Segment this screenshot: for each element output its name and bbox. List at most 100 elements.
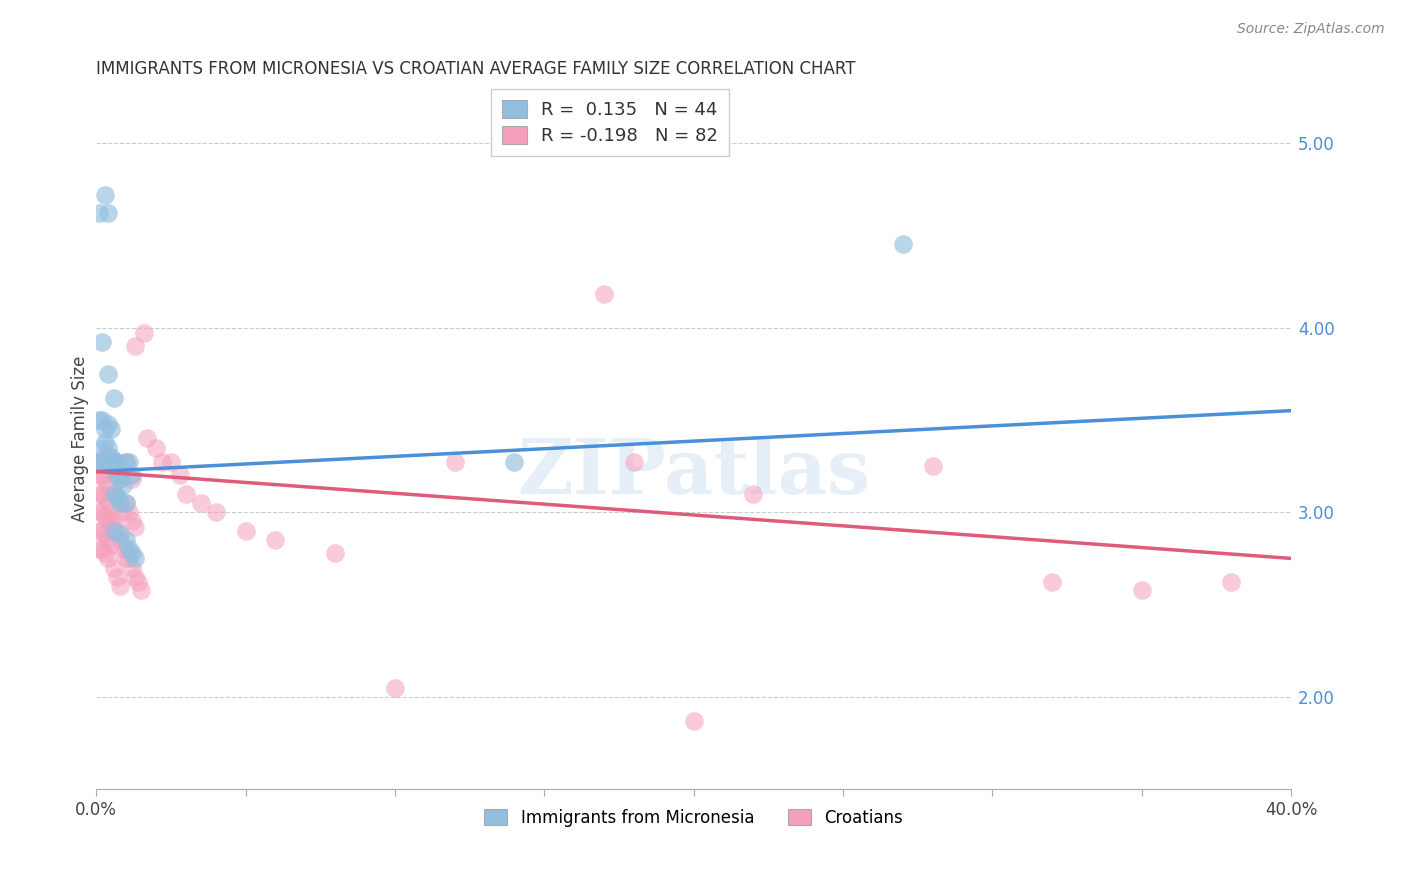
- Point: [105, 455, 128, 469]
- Point: [94, 546, 117, 560]
- Y-axis label: Average Family Size: Average Family Size: [72, 355, 89, 522]
- Point: [115, 542, 138, 557]
- Point: [103, 455, 125, 469]
- Point: [115, 496, 138, 510]
- Point: [94, 435, 117, 450]
- Point: [97, 450, 120, 464]
- Point: [100, 422, 122, 436]
- Point: [150, 455, 173, 469]
- Point: [593, 287, 616, 301]
- Point: [100, 515, 122, 529]
- Point: [94, 527, 117, 541]
- Point: [160, 455, 183, 469]
- Point: [190, 496, 212, 510]
- Point: [115, 533, 138, 547]
- Point: [105, 491, 128, 505]
- Point: [100, 455, 122, 469]
- Point: [94, 450, 117, 464]
- Point: [97, 551, 120, 566]
- Point: [105, 570, 128, 584]
- Point: [105, 455, 128, 469]
- Point: [115, 455, 138, 469]
- Point: [118, 505, 141, 519]
- Point: [89, 487, 111, 501]
- Point: [124, 570, 146, 584]
- Point: [91, 413, 114, 427]
- Point: [89, 524, 111, 538]
- Point: [103, 524, 125, 538]
- Legend: Immigrants from Micronesia, Croatians: Immigrants from Micronesia, Croatians: [478, 802, 910, 833]
- Point: [91, 455, 114, 469]
- Point: [105, 468, 128, 483]
- Point: [103, 391, 125, 405]
- Point: [1040, 575, 1063, 590]
- Point: [91, 455, 114, 469]
- Text: Source: ZipAtlas.com: Source: ZipAtlas.com: [1237, 22, 1385, 37]
- Point: [124, 520, 146, 534]
- Point: [89, 455, 111, 469]
- Point: [891, 237, 914, 252]
- Point: [118, 468, 141, 483]
- Point: [112, 542, 135, 557]
- Point: [103, 487, 125, 501]
- Point: [129, 582, 152, 597]
- Point: [89, 455, 111, 469]
- Point: [121, 472, 143, 486]
- Point: [1130, 582, 1153, 597]
- Point: [103, 560, 125, 574]
- Point: [145, 441, 167, 455]
- Point: [108, 472, 131, 486]
- Point: [89, 505, 111, 519]
- Point: [115, 496, 138, 510]
- Point: [97, 455, 120, 469]
- Point: [121, 468, 143, 483]
- Point: [124, 339, 146, 353]
- Point: [91, 468, 114, 483]
- Point: [121, 515, 143, 529]
- Point: [103, 487, 125, 501]
- Point: [89, 455, 111, 469]
- Point: [97, 496, 120, 510]
- Point: [94, 187, 117, 202]
- Point: [94, 472, 117, 486]
- Point: [112, 505, 135, 519]
- Point: [97, 441, 120, 455]
- Point: [118, 551, 141, 566]
- Point: [108, 579, 131, 593]
- Point: [91, 524, 114, 538]
- Point: [108, 468, 131, 483]
- Point: [97, 206, 120, 220]
- Point: [91, 455, 114, 469]
- Point: [91, 505, 114, 519]
- Point: [1220, 575, 1243, 590]
- Point: [100, 539, 122, 553]
- Point: [169, 468, 191, 483]
- Point: [112, 477, 135, 491]
- Point: [97, 417, 120, 431]
- Point: [91, 455, 114, 469]
- Point: [921, 458, 943, 473]
- Point: [136, 431, 159, 445]
- Point: [174, 487, 197, 501]
- Point: [108, 496, 131, 510]
- Point: [89, 542, 111, 557]
- Point: [94, 508, 117, 523]
- Point: [100, 455, 122, 469]
- Point: [91, 441, 114, 455]
- Point: [118, 542, 141, 557]
- Point: [127, 575, 149, 590]
- Point: [103, 515, 125, 529]
- Point: [124, 551, 146, 566]
- Point: [91, 335, 114, 350]
- Point: [91, 542, 114, 557]
- Point: [503, 455, 526, 469]
- Point: [89, 468, 111, 483]
- Point: [264, 533, 287, 547]
- Point: [94, 455, 117, 469]
- Point: [103, 455, 125, 469]
- Point: [103, 455, 125, 469]
- Point: [115, 455, 138, 469]
- Point: [108, 527, 131, 541]
- Point: [323, 546, 346, 560]
- Point: [100, 505, 122, 519]
